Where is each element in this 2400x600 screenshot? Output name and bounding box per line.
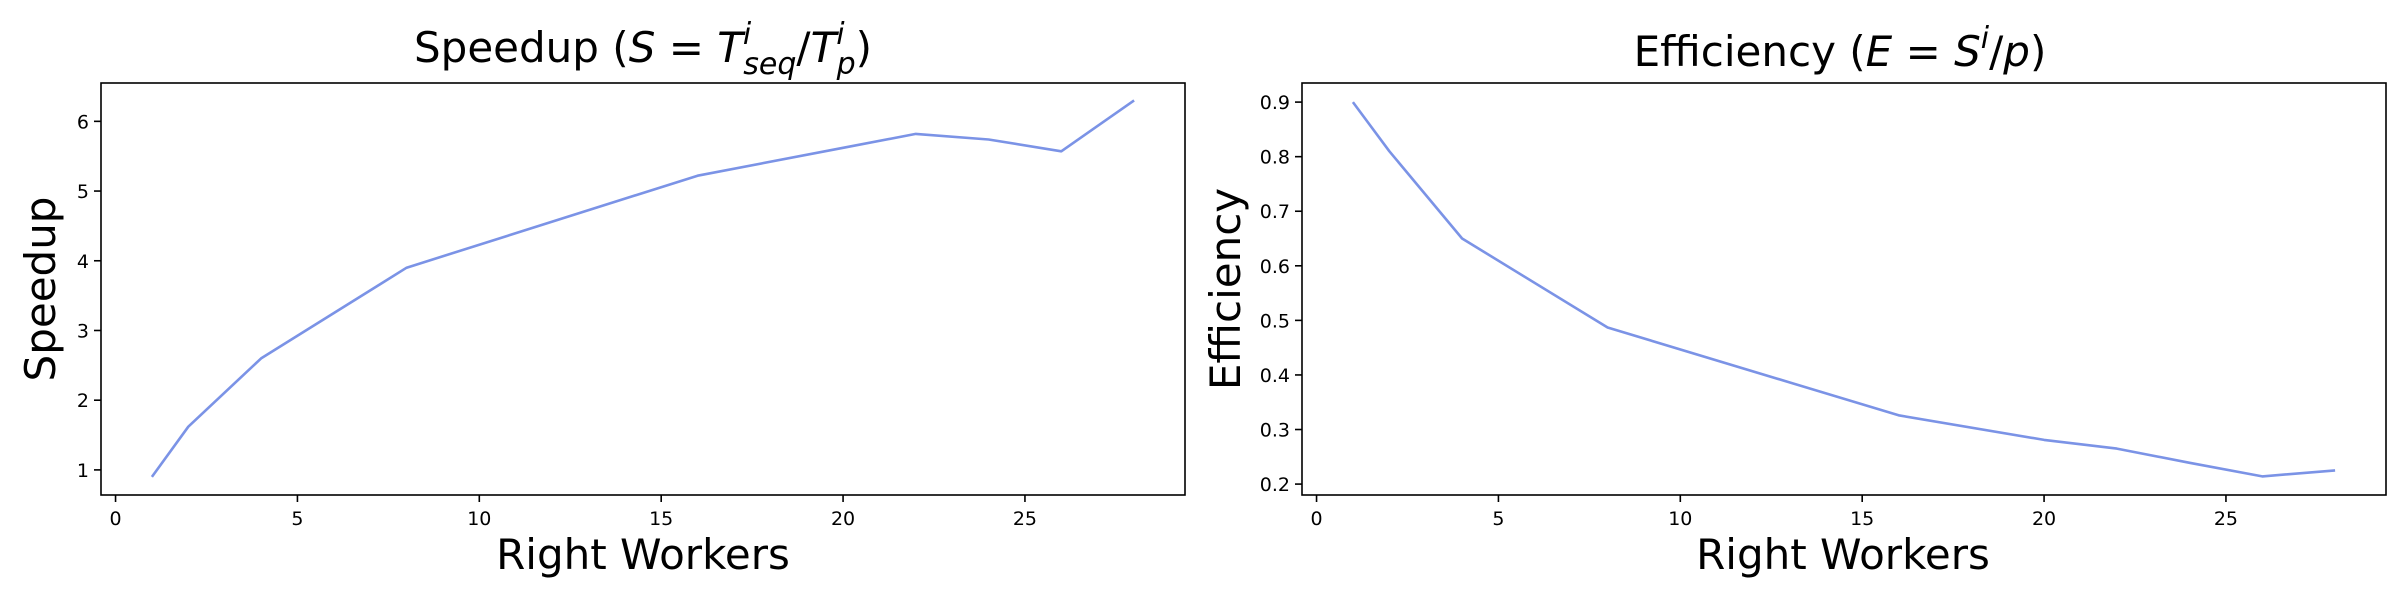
speedup-x-tick-label: 5	[291, 508, 303, 530]
speedup-series-line	[150, 99, 1135, 478]
efficiency-x-tick-label: 0	[1311, 508, 1323, 530]
speedup-y-tick-label: 3	[77, 320, 89, 342]
speedup-y-tick-label: 5	[77, 181, 89, 203]
speedup-y-tick-label: 4	[77, 251, 89, 273]
efficiency-ticks: 0 5 10 15 20 25 0.2 0.3 0.4 0.5 0.6 0.7 0.8 0.9	[1260, 92, 2238, 530]
speedup-y-axis-label: Speedup	[16, 197, 65, 382]
efficiency-y-tick-label: 0.4	[1260, 365, 1290, 387]
efficiency-plot-area	[1301, 82, 2387, 496]
efficiency-x-axis-label: Right Workers	[1696, 530, 1990, 579]
speedup-panel: Speedup (S = Ti seq/Ti p) 0 5 10 15 20 25 1 2 3 4 5 6…	[16, 17, 1186, 579]
speedup-ticks: 0 5 10 15 20 25 1 2 3 4 5 6	[77, 111, 1037, 530]
speedup-x-axis-label: Right Workers	[496, 530, 790, 579]
efficiency-y-tick-label: 0.8	[1260, 147, 1290, 169]
speedup-x-tick-label: 15	[649, 508, 673, 530]
speedup-plot-area	[100, 82, 1186, 496]
efficiency-y-tick-label: 0.6	[1260, 256, 1290, 278]
efficiency-y-tick-label: 0.9	[1260, 92, 1290, 114]
efficiency-x-tick-label: 10	[1668, 508, 1692, 530]
efficiency-y-tick-label: 0.7	[1260, 201, 1290, 223]
speedup-x-tick-label: 25	[1013, 508, 1037, 530]
efficiency-x-tick-label: 20	[2032, 508, 2056, 530]
speedup-x-tick-label: 0	[110, 508, 122, 530]
speedup-y-tick-label: 1	[77, 460, 89, 482]
speedup-y-tick-label: 2	[77, 390, 89, 412]
speedup-title: Speedup (S = Ti seq/Ti p)	[414, 17, 872, 82]
efficiency-x-tick-label: 5	[1492, 508, 1504, 530]
efficiency-title: Efficiency (E = Si/p)	[1634, 21, 2047, 76]
speedup-y-tick-label: 6	[77, 111, 89, 133]
efficiency-y-tick-label: 0.5	[1260, 310, 1290, 332]
efficiency-x-tick-label: 15	[1850, 508, 1874, 530]
speedup-x-tick-label: 10	[467, 508, 491, 530]
efficiency-panel: Efficiency (E = Si/p) 0 5 10 15 20 25 0.2 0.3 0.…	[1201, 21, 2387, 579]
efficiency-y-axis-label: Efficiency	[1201, 188, 1250, 390]
speedup-x-tick-label: 20	[831, 508, 855, 530]
efficiency-y-tick-label: 0.2	[1260, 474, 1290, 496]
efficiency-y-tick-label: 0.3	[1260, 420, 1290, 442]
efficiency-series-line	[1351, 101, 2336, 478]
efficiency-x-tick-label: 25	[2214, 508, 2238, 530]
